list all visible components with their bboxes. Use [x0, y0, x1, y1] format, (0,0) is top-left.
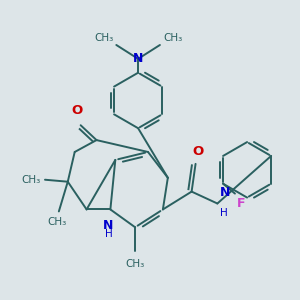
Text: CH₃: CH₃ [22, 175, 41, 185]
Text: CH₃: CH₃ [94, 33, 113, 43]
Text: O: O [71, 104, 82, 117]
Text: CH₃: CH₃ [163, 33, 182, 43]
Text: H: H [104, 229, 112, 239]
Text: F: F [237, 196, 245, 210]
Text: O: O [192, 145, 203, 158]
Text: N: N [103, 219, 114, 232]
Text: H: H [220, 208, 228, 218]
Text: N: N [220, 185, 231, 199]
Text: CH₃: CH₃ [47, 218, 67, 227]
Text: N: N [133, 52, 143, 65]
Text: CH₃: CH₃ [125, 259, 145, 269]
